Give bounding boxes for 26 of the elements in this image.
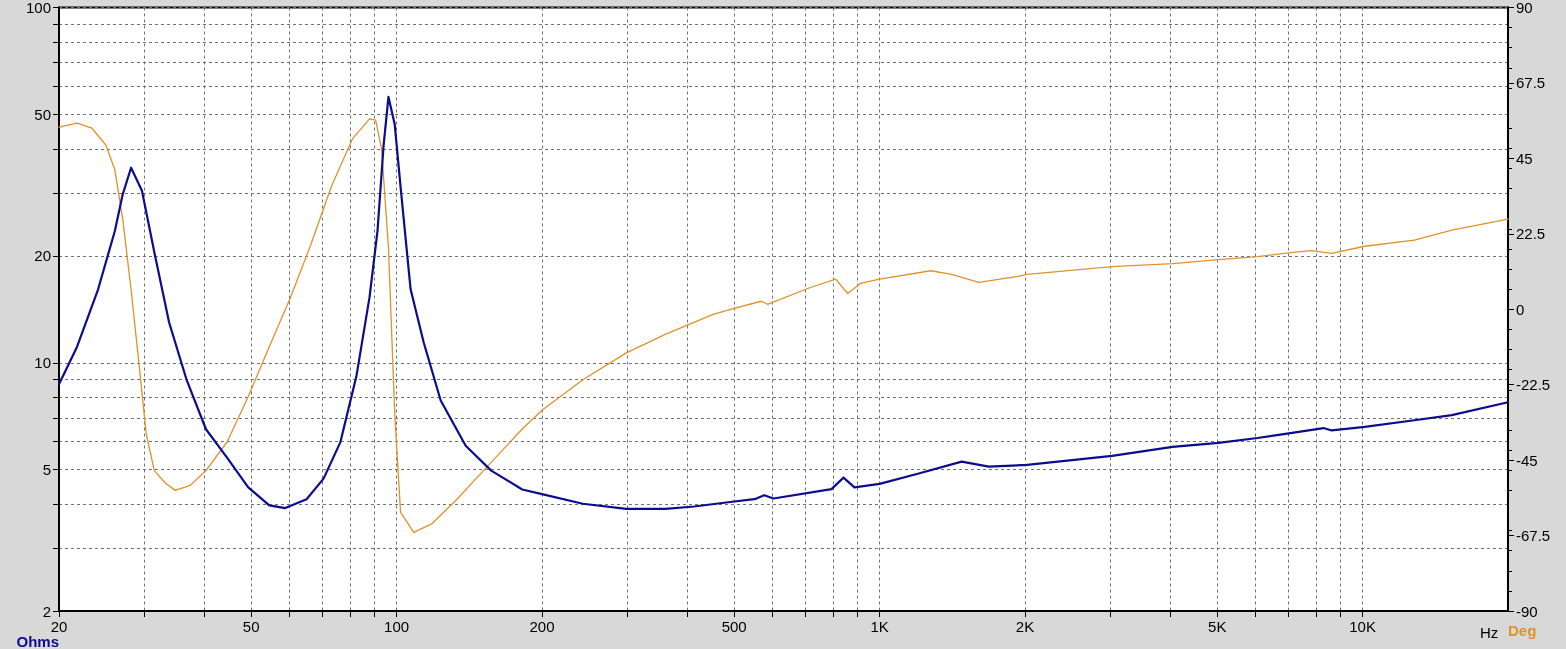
y2-tick-label: 22.5: [1516, 225, 1546, 243]
y2-axis-title: Deg: [1508, 622, 1537, 640]
x-tick-label: 2K: [1015, 618, 1035, 636]
y2-tick-label: -22.5: [1516, 376, 1551, 394]
x-tick-label: 200: [529, 618, 555, 636]
y-axis-title: Ohms: [16, 633, 59, 649]
x-tick-label: 50: [242, 618, 260, 636]
x-tick-label: 500: [721, 618, 747, 636]
x-tick-label: 1K: [870, 618, 889, 636]
y-tick-label: 20: [34, 247, 51, 265]
y-tick-label: 10: [34, 354, 51, 372]
y-tick-label: 2: [42, 602, 51, 620]
x-axis-title: Hz: [1480, 624, 1499, 642]
x-tick-label: 100: [384, 618, 410, 636]
y-tick-label: 5: [42, 461, 51, 479]
y-tick-label: 100: [25, 0, 51, 16]
x-tick-label: 10K: [1349, 618, 1376, 636]
y2-tick-label: -90: [1516, 602, 1538, 620]
y2-tick-label: 0: [1516, 300, 1525, 318]
y2-tick-label: 45: [1516, 149, 1533, 167]
y-tick-label: 50: [34, 105, 51, 123]
y2-tick-label: 67.5: [1516, 74, 1546, 92]
y2-tick-label: 90: [1516, 0, 1533, 16]
y2-tick-label: -45: [1516, 451, 1538, 469]
y2-tick-label: -67.5: [1516, 527, 1551, 545]
x-tick-label: 5K: [1208, 618, 1227, 636]
